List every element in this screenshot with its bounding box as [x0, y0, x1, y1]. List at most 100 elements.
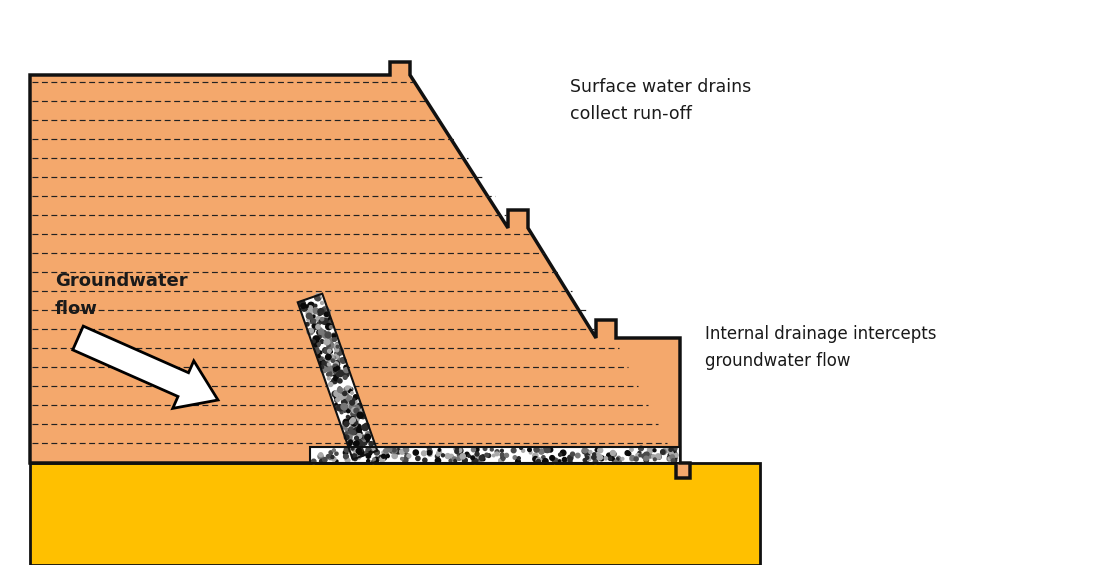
Circle shape	[664, 449, 666, 451]
Circle shape	[341, 403, 347, 410]
Circle shape	[500, 455, 505, 460]
Circle shape	[543, 448, 548, 452]
Circle shape	[362, 424, 368, 431]
Circle shape	[449, 454, 453, 459]
Circle shape	[384, 452, 389, 457]
Circle shape	[675, 447, 677, 450]
Circle shape	[555, 459, 558, 462]
Circle shape	[642, 454, 646, 458]
Circle shape	[318, 354, 320, 358]
Circle shape	[325, 332, 331, 338]
Circle shape	[341, 411, 343, 414]
Circle shape	[330, 350, 333, 353]
Circle shape	[351, 421, 356, 426]
Circle shape	[333, 362, 338, 367]
Circle shape	[403, 458, 408, 463]
Circle shape	[322, 319, 327, 324]
Circle shape	[359, 448, 364, 451]
Circle shape	[301, 306, 307, 311]
Circle shape	[331, 369, 335, 374]
Circle shape	[314, 347, 319, 351]
Circle shape	[354, 441, 359, 446]
Polygon shape	[310, 447, 680, 463]
Circle shape	[320, 459, 324, 463]
Circle shape	[357, 456, 360, 459]
Circle shape	[310, 321, 312, 324]
Circle shape	[498, 458, 504, 463]
Circle shape	[325, 354, 331, 360]
Circle shape	[360, 451, 365, 455]
Circle shape	[660, 450, 665, 454]
Circle shape	[324, 339, 330, 345]
Circle shape	[611, 457, 614, 460]
Circle shape	[300, 302, 306, 307]
Circle shape	[332, 457, 336, 461]
Circle shape	[312, 315, 315, 318]
Circle shape	[609, 452, 614, 458]
Circle shape	[321, 364, 325, 369]
Circle shape	[332, 391, 338, 397]
Circle shape	[521, 449, 525, 452]
Circle shape	[354, 442, 356, 445]
Circle shape	[528, 448, 531, 451]
Circle shape	[332, 333, 335, 336]
Circle shape	[500, 453, 504, 457]
Circle shape	[336, 366, 339, 370]
Circle shape	[611, 452, 615, 457]
Circle shape	[667, 457, 671, 461]
Circle shape	[348, 400, 351, 403]
Circle shape	[457, 456, 461, 460]
FancyArrow shape	[72, 326, 218, 408]
Circle shape	[345, 432, 348, 436]
Circle shape	[342, 406, 347, 412]
Circle shape	[327, 349, 331, 353]
Circle shape	[334, 354, 338, 359]
Circle shape	[616, 458, 619, 460]
Circle shape	[407, 454, 411, 458]
Circle shape	[549, 447, 553, 452]
Polygon shape	[298, 294, 378, 459]
Circle shape	[345, 458, 349, 462]
Circle shape	[585, 449, 588, 453]
Circle shape	[341, 397, 343, 399]
Circle shape	[561, 450, 566, 455]
Circle shape	[338, 387, 341, 390]
Circle shape	[354, 408, 359, 413]
Circle shape	[356, 449, 361, 454]
Circle shape	[592, 453, 596, 456]
Circle shape	[330, 372, 333, 376]
Circle shape	[311, 319, 315, 324]
Circle shape	[347, 441, 350, 444]
Circle shape	[322, 362, 327, 367]
Circle shape	[365, 434, 370, 440]
Circle shape	[328, 343, 334, 348]
Circle shape	[319, 357, 324, 363]
Circle shape	[427, 446, 431, 450]
Circle shape	[359, 436, 362, 438]
Circle shape	[336, 372, 341, 376]
Circle shape	[395, 449, 401, 454]
Circle shape	[348, 398, 354, 403]
Circle shape	[316, 344, 320, 347]
Circle shape	[568, 459, 572, 463]
Circle shape	[331, 359, 334, 362]
Circle shape	[349, 440, 353, 444]
Circle shape	[675, 457, 677, 459]
Circle shape	[337, 405, 342, 410]
Circle shape	[344, 366, 348, 370]
Circle shape	[312, 324, 315, 327]
Circle shape	[345, 388, 348, 392]
Circle shape	[446, 454, 450, 459]
Circle shape	[638, 454, 642, 457]
Circle shape	[351, 454, 357, 459]
Circle shape	[539, 449, 544, 454]
Text: collect run-off: collect run-off	[570, 105, 692, 123]
Circle shape	[346, 386, 351, 392]
Circle shape	[353, 407, 356, 410]
Circle shape	[616, 457, 620, 460]
Circle shape	[328, 321, 333, 325]
Circle shape	[320, 318, 325, 324]
Circle shape	[309, 315, 312, 319]
Circle shape	[347, 434, 351, 440]
Circle shape	[387, 455, 389, 458]
